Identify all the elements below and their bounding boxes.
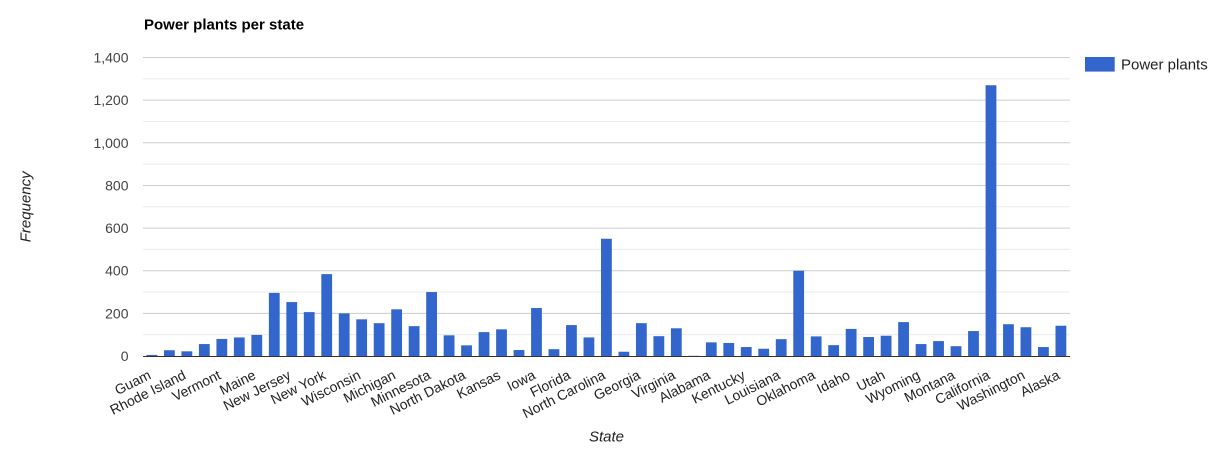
svg-text:600: 600 — [105, 220, 129, 236]
svg-text:400: 400 — [105, 263, 129, 279]
svg-text:Power plants: Power plants — [1121, 57, 1208, 74]
svg-text:800: 800 — [105, 177, 129, 193]
svg-text:200: 200 — [105, 305, 129, 321]
svg-text:Power plants per state: Power plants per state — [144, 17, 304, 34]
svg-text:0: 0 — [121, 348, 129, 364]
svg-text:State: State — [589, 429, 624, 446]
svg-text:1,000: 1,000 — [93, 135, 128, 151]
svg-text:1,400: 1,400 — [93, 50, 128, 66]
svg-text:Frequency: Frequency — [18, 170, 35, 242]
svg-text:1,200: 1,200 — [93, 92, 128, 108]
